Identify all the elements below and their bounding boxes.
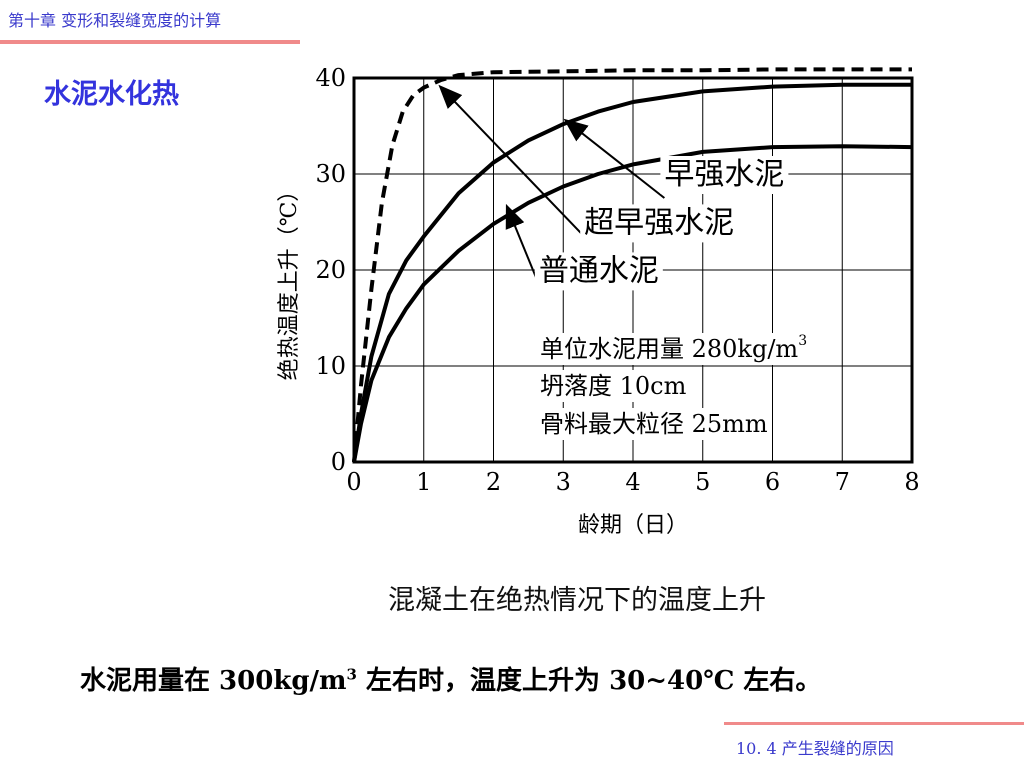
x-axis-label: 龄期（日）: [578, 513, 688, 538]
x-tick-label: 6: [765, 468, 780, 496]
y-tick-label: 20: [315, 256, 346, 284]
summary-prefix: 水泥用量在 300kg/m: [80, 666, 347, 696]
x-tick-label: 5: [695, 468, 710, 496]
series-annotation-label: 普通水泥: [539, 253, 659, 288]
axis-ticks: 0 1 2 3 4 5 6 7 8 0 10 20 30 40: [315, 64, 919, 496]
chapter-header: 第十章 变形和裂缝宽度的计算: [8, 11, 222, 30]
series-line: [352, 82, 912, 463]
x-tick-label: 0: [346, 468, 361, 496]
experiment-notes: 单位水泥用量 280kg/m3 坍落度 10cm 骨料最大粒径 25mm: [536, 333, 807, 440]
summary-suffix: 左右时，温度上升为 30~40℃ 左右。: [356, 666, 822, 696]
series-line: [352, 67, 912, 463]
note-text: 单位水泥用量 280kg/m3: [540, 333, 807, 363]
plot-frame: [352, 76, 914, 464]
annotation-arrow: [505, 203, 540, 285]
y-tick-label: 40: [315, 64, 346, 92]
summary-superscript: 3: [346, 665, 357, 684]
y-tick-label: 10: [315, 352, 346, 380]
y-axis-label: 绝热温度上升（℃）: [277, 180, 302, 381]
x-tick-label: 4: [625, 468, 640, 496]
note-main: 单位水泥用量 280kg/m: [540, 335, 798, 363]
note-bg: [536, 408, 753, 440]
y-tick-label: 30: [315, 160, 346, 188]
summary-statement: 水泥用量在 300kg/m3 左右时，温度上升为 30~40℃ 左右。: [80, 660, 821, 697]
note-main: 骨料最大粒径 25mm: [540, 410, 768, 438]
series-annotation-label: 超早强水泥: [584, 205, 734, 240]
y-tick-label: 0: [331, 448, 346, 476]
chart-caption: 混凝土在绝热情况下的温度上升: [388, 585, 766, 616]
header-divider: [0, 40, 300, 44]
x-tick-label: 3: [556, 468, 571, 496]
annotation-label-bg: [660, 156, 789, 194]
x-tick-label: 8: [904, 468, 919, 496]
note-main: 坍落度 10cm: [540, 372, 687, 400]
note-text: 骨料最大粒径 25mm: [540, 410, 768, 438]
footer-divider: [724, 722, 1024, 725]
annotation-label-bg: [534, 252, 663, 291]
x-tick-label: 2: [486, 468, 501, 496]
note-superscript: 3: [798, 333, 807, 349]
x-tick-label: 7: [835, 468, 850, 496]
series-annotation-label: 早强水泥: [664, 157, 784, 192]
annotation-arrow: [563, 118, 666, 199]
note-bg: [536, 333, 804, 365]
x-tick-label: 1: [416, 468, 431, 496]
footer-section: 10. 4 产生裂缝的原因: [736, 739, 894, 758]
section-title: 水泥水化热: [44, 79, 179, 110]
annotation-label-bg: [580, 204, 739, 243]
annotation-arrow: [438, 84, 585, 238]
note-text: 坍落度 10cm: [540, 372, 687, 400]
note-bg: [536, 370, 702, 402]
